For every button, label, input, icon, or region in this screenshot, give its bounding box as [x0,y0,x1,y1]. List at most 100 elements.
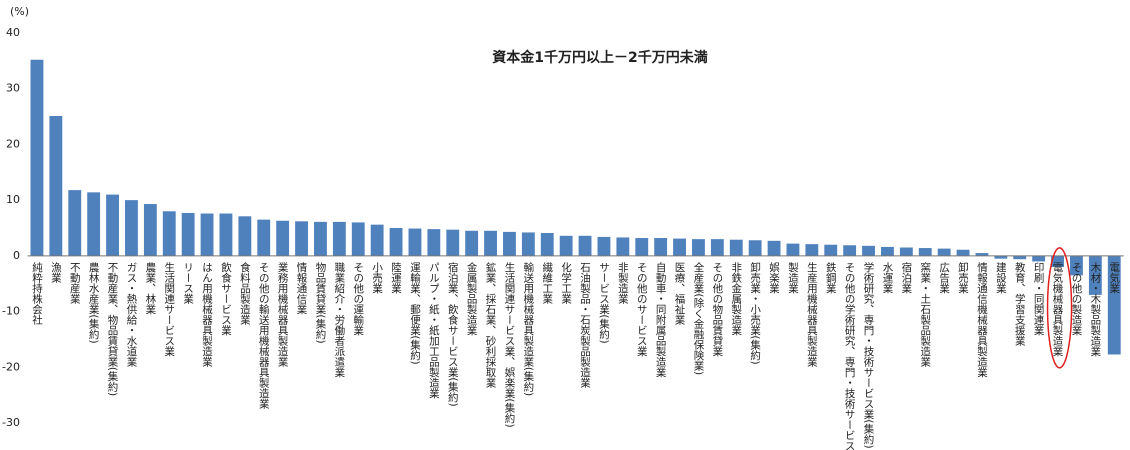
y-axis-label: (%) [10,5,29,18]
bar [332,221,346,256]
x-tick-label: その他の物品賃貸業 [711,262,723,357]
x-tick-label: その他の輸送用機械器具製造業 [258,262,270,410]
bar [30,59,44,256]
bar [899,247,913,256]
x-tick-label: 小売業 [371,262,383,294]
bar [1070,255,1083,276]
bar [692,239,705,256]
bar [805,244,819,256]
x-tick-label: 電気業 [1108,262,1120,294]
bar [465,230,479,256]
bar [446,229,460,256]
bar [597,236,611,256]
bar [370,224,384,256]
bar [918,248,932,256]
x-tick-label: 繊維工業 [541,261,553,305]
x-tick-label: その他のサービス業 [636,262,648,357]
x-tick-label: 非鉄金属製造業 [730,262,742,336]
bar [616,237,630,256]
x-tick-label: 卸売業 [957,261,969,294]
bar [824,244,838,256]
bar [49,116,63,256]
bar [427,229,441,256]
bar [540,233,554,256]
bar [162,211,176,256]
x-tick-label: 娯楽業 [768,261,780,294]
x-tick-label: 電気機械器具製造業 [1052,262,1064,357]
x-tick-label: 農業、林業 [144,261,156,315]
x-tick-label: 全産業(除く金融保険業) [692,261,704,375]
x-tick-label: 自動車・同附属品製造業 [655,261,667,378]
bar [881,246,894,256]
chart-title: 資本金1千万円以上－2千万円未満 [492,49,707,66]
x-tick-label: 飲食サービス業 [220,261,232,336]
x-tick-label: 不動産業 [69,262,81,305]
bar [1032,255,1046,262]
bar [748,240,762,256]
bar [408,228,422,256]
bar [503,231,516,256]
x-tick-label: 純粋持株会社 [31,261,43,326]
x-tick-label: 農林水産業(集約) [88,261,100,343]
x-tick-label: その他の学術研究、専門・技術サービス業 [844,262,856,450]
y-tick-label: -30 [2,416,20,429]
bar [521,232,535,256]
x-tick-label: その他の製造業 [1070,262,1082,336]
bar [1088,255,1102,295]
x-tick-label: 生活関連サービス業 [163,261,175,357]
x-tick-label: 石油製品・石炭製品製造業 [579,262,591,389]
bar [257,219,271,256]
x-tick-label: パルプ・紙・紙加工品製造業 [428,262,440,399]
x-tick-label: 卸売業・小売業(集約) [749,261,761,364]
bar [276,220,290,256]
bar [956,249,970,256]
bar [1107,255,1121,355]
x-tick-label: 不動産業、物品賃貸業(集約) [107,262,119,396]
x-tick-label: はん用機械器具製造業 [201,262,213,368]
y-tick-label: 10 [6,193,20,206]
x-tick-label: 運輸業、郵便業(集約) [409,262,421,365]
x-tick-label: 鉄鋼業 [825,261,837,294]
x-tick-label: 生産用機械器具製造業 [806,261,818,368]
x-tick-label: 木材・木製品製造業 [1089,262,1101,357]
bar [937,248,951,256]
bar [351,222,365,256]
x-tick-label: 宿泊業、飲食サービス業(集約) [447,261,459,406]
bar [389,228,403,256]
y-tick-label: 20 [6,137,20,150]
x-tick-label: 生活関連サービス業、娯楽業(集約) [503,261,515,427]
x-tick-label: 情報通信業 [296,261,308,315]
y-tick-label: -10 [2,305,20,318]
x-tick-label: 陸運業 [390,261,402,294]
bar [181,212,195,256]
x-tick-label: 水運業 [881,262,893,294]
bar [143,204,157,256]
bar [862,245,875,256]
x-tick-label: 化学工業 [560,261,572,305]
x-tick-label: 医療、福祉業 [674,262,686,326]
x-tick-label: 広告業 [938,261,950,294]
bar [1051,255,1064,267]
x-tick-label: 非製造業 [617,262,629,305]
highlight-ellipse [1046,247,1073,369]
bar [200,213,214,256]
x-tick-label: サービス業(集約) [598,262,610,344]
y-tick-label: 0 [13,249,20,262]
bar [125,200,138,256]
x-tick-label: 鉱業、採石業、砂利採取業 [485,261,497,389]
bar [314,221,327,256]
bar [786,243,800,256]
bar [106,194,119,256]
x-tick-label: 窯業・土石製品製造業 [919,261,931,368]
bar [238,216,252,256]
bar [635,238,649,256]
bar [68,190,82,256]
x-tick-label: 輸送用機械器具製造業(集約) [522,261,534,396]
x-tick-label: 建設業 [995,261,1007,294]
y-tick-label: -20 [2,360,20,373]
x-tick-label: 物品賃貸業(集約) [314,261,326,343]
bar [1013,255,1027,260]
x-tick-label: 情報通信機械器具製造業 [976,261,988,378]
x-tick-label: 食料品製造業 [239,261,251,326]
